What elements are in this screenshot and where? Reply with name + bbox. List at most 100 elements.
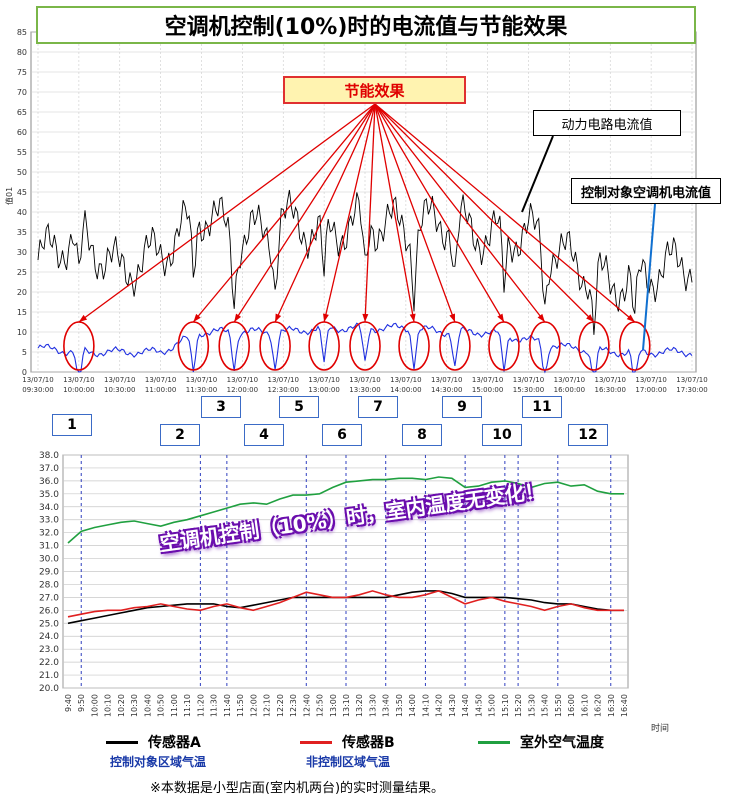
effect-arrow	[192, 103, 376, 323]
bottom-xtick-label: 13:20	[355, 694, 364, 717]
bottom-ytick-label: 36.0	[39, 477, 59, 487]
top-xtick-date: 13/07/10	[308, 376, 339, 384]
top-ytick-label: 10	[17, 328, 27, 337]
legend-sensor-a: 传感器A	[106, 732, 201, 752]
top-ytick-label: 65	[17, 108, 27, 117]
effect-arrowhead	[537, 313, 545, 322]
bottom-xtick-label: 16:00	[567, 694, 576, 717]
top-ytick-label: 0	[22, 368, 27, 377]
bottom-ytick-label: 23.0	[39, 645, 59, 655]
effect-arrowhead	[323, 313, 329, 322]
bottom-ytick-label: 35.0	[39, 490, 59, 500]
bottom-ytick-label: 21.0	[39, 671, 59, 681]
bottom-ytick-label: 33.0	[39, 516, 59, 526]
top-xtick-date: 13/07/10	[22, 376, 53, 384]
effect-arrowhead	[193, 313, 201, 322]
effect-arrowhead	[362, 313, 369, 322]
legend-label-b: 传感器B	[342, 735, 395, 751]
top-xtick-time: 10:30:00	[104, 386, 135, 394]
top-xtick-time: 15:30:00	[513, 386, 544, 394]
bottom-ytick-label: 31.0	[39, 542, 59, 552]
top-xtick-time: 10:00:00	[63, 386, 94, 394]
top-xtick-time: 16:00:00	[554, 386, 585, 394]
top-xtick-time: 17:00:00	[635, 386, 666, 394]
legend-swatch-a	[106, 740, 138, 744]
bottom-xtick-label: 15:20	[514, 694, 523, 717]
top-ytick-label: 20	[17, 288, 27, 297]
bottom-ytick-label: 37.0	[39, 464, 59, 474]
bottom-xtick-label: 10:00	[90, 694, 99, 717]
series-power-current	[37, 189, 693, 335]
top-ytick-label: 15	[17, 308, 27, 317]
energy-saving-label: 节能效果	[283, 76, 466, 104]
effect-arrow	[374, 103, 505, 323]
period-number-3: 3	[201, 396, 241, 418]
period-number-1: 1	[52, 414, 92, 436]
bottom-xtick-label: 12:50	[316, 694, 325, 717]
top-xtick-time: 12:30:00	[268, 386, 299, 394]
effect-arrow	[274, 103, 376, 323]
effect-arrowhead	[275, 313, 282, 322]
bottom-xtick-label: 10:30	[130, 694, 139, 717]
bottom-xtick-label: 13:50	[395, 694, 404, 717]
bottom-xtick-label: 15:00	[488, 694, 497, 717]
period-number-8: 8	[402, 424, 442, 446]
top-ytick-label: 25	[17, 268, 27, 277]
bottom-xtick-label: 12:20	[276, 694, 285, 717]
top-xtick-time: 14:30:00	[431, 386, 462, 394]
bottom-ytick-label: 32.0	[39, 529, 59, 539]
bottom-xtick-label: 14:20	[435, 694, 444, 717]
bottom-xlabel: 时间	[651, 722, 669, 734]
top-xtick-time: 13:30:00	[349, 386, 380, 394]
series-sensor-b	[67, 590, 624, 618]
bottom-xtick-label: 13:40	[382, 694, 391, 717]
legend-label-outdoor: 室外空气温度	[520, 735, 604, 751]
effect-arrow	[78, 103, 376, 323]
period-number-2: 2	[160, 424, 200, 446]
top-ytick-label: 55	[17, 148, 27, 157]
series-outdoor-temp	[67, 476, 624, 544]
top-ytick-label: 85	[17, 28, 27, 37]
bottom-xtick-label: 13:10	[342, 694, 351, 717]
effect-arrow	[374, 103, 456, 323]
period-number-5: 5	[279, 396, 319, 418]
top-xtick-date: 13/07/10	[227, 376, 258, 384]
legend-outdoor: 室外空气温度	[478, 732, 604, 752]
bottom-xtick-label: 15:40	[541, 694, 550, 717]
bottom-xtick-label: 11:30	[210, 694, 219, 717]
bottom-xtick-label: 16:40	[620, 694, 629, 717]
top-ytick-label: 30	[17, 248, 27, 257]
top-xtick-date: 13/07/10	[390, 376, 421, 384]
bottom-xtick-label: 16:10	[580, 694, 589, 717]
top-xtick-time: 11:00:00	[145, 386, 176, 394]
legend-sub-b: 非控制区域气温	[306, 755, 391, 769]
legend-sensor-b: 传感器B	[300, 732, 395, 752]
bottom-xtick-label: 10:50	[157, 694, 166, 717]
top-ylabel: 值01	[4, 187, 14, 205]
bottom-xtick-label: 11:20	[196, 694, 205, 717]
bottom-xtick-label: 14:10	[421, 694, 430, 717]
bottom-xtick-label: 14:40	[461, 694, 470, 717]
bottom-xtick-label: 10:10	[104, 694, 113, 717]
callout-power-pointer	[521, 135, 554, 213]
top-ytick-label: 70	[17, 88, 27, 97]
effect-arrow	[374, 103, 595, 323]
effect-arrow	[364, 103, 376, 323]
period-number-6: 6	[322, 424, 362, 446]
bottom-xtick-label: 9:40	[64, 694, 73, 712]
top-xtick-time: 11:30:00	[186, 386, 217, 394]
top-xtick-time: 16:30:00	[595, 386, 626, 394]
period-number-7: 7	[358, 396, 398, 418]
bottom-ytick-label: 22.0	[39, 658, 59, 668]
bottom-xtick-label: 11:10	[183, 694, 192, 717]
top-xtick-time: 12:00:00	[227, 386, 258, 394]
bottom-xtick-label: 13:00	[329, 694, 338, 717]
bottom-xtick-label: 12:10	[263, 694, 272, 717]
top-ytick-label: 35	[17, 228, 27, 237]
series-ac-current	[37, 322, 693, 374]
top-xtick-time: 09:30:00	[22, 386, 53, 394]
bottom-ytick-label: 34.0	[39, 503, 59, 513]
bottom-xtick-label: 15:10	[501, 694, 510, 717]
effect-arrow	[374, 103, 415, 323]
top-xtick-date: 13/07/10	[104, 376, 135, 384]
